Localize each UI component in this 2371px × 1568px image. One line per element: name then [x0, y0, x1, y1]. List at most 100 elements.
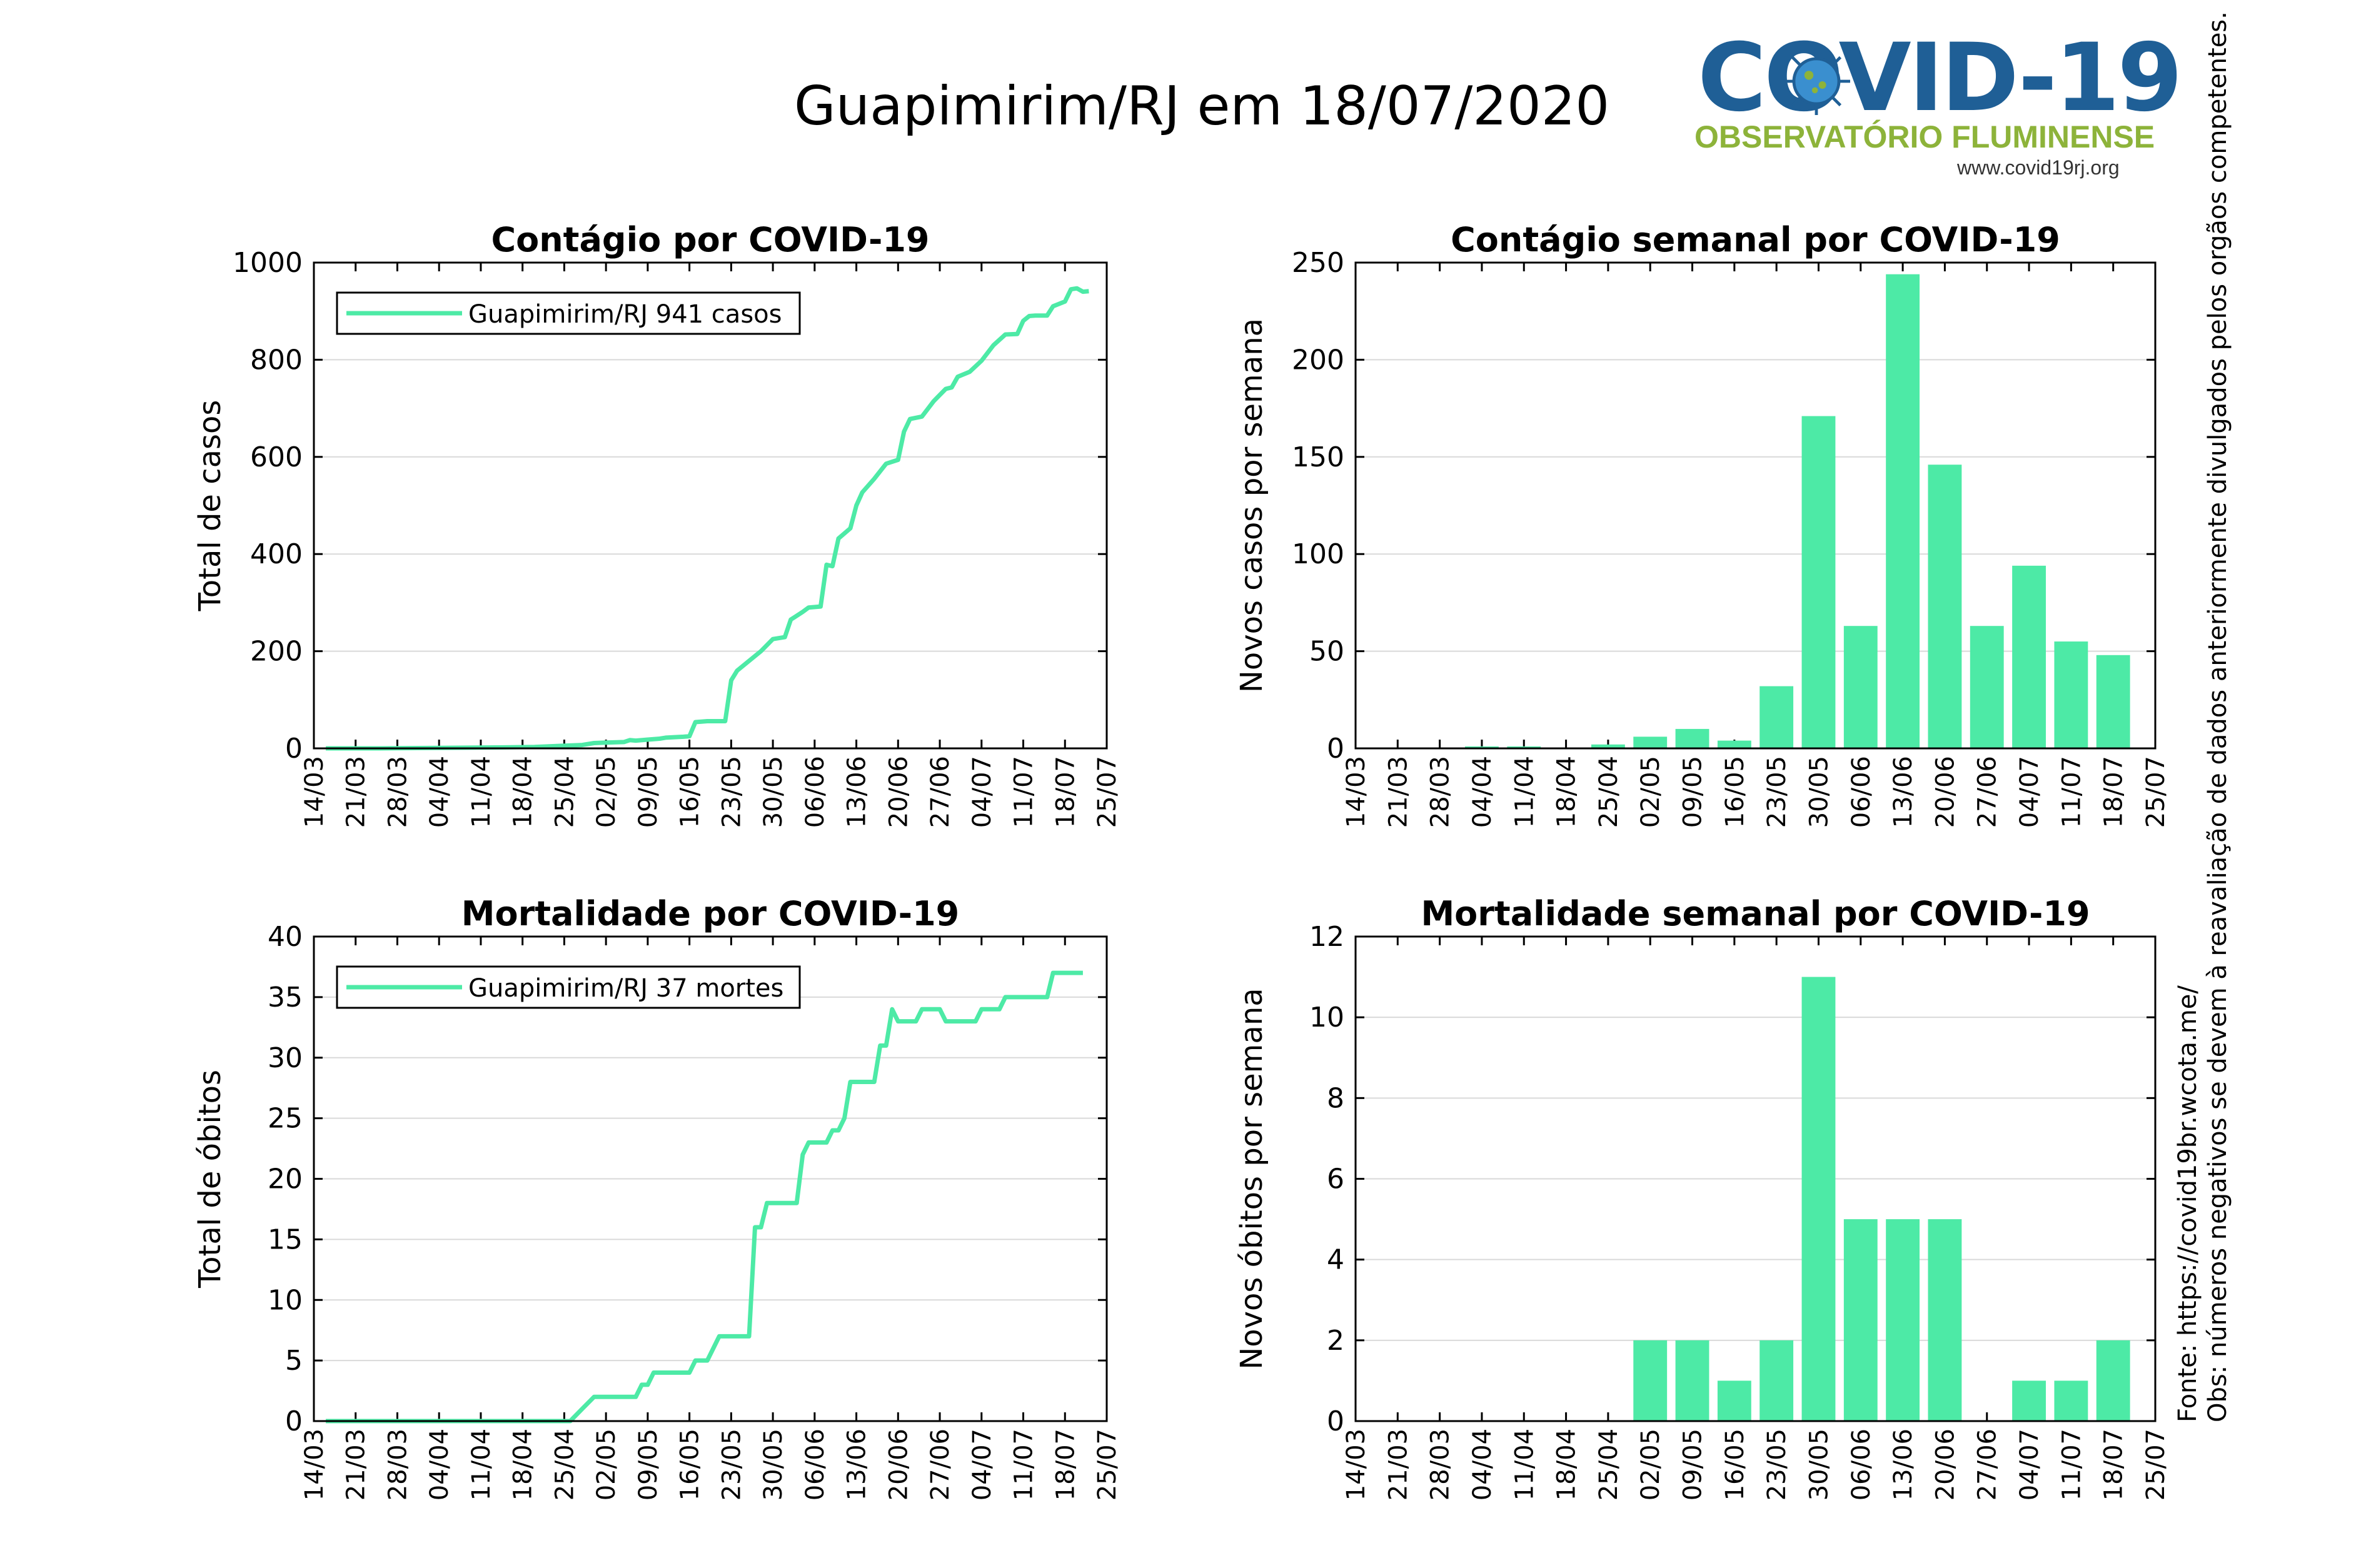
y-tick-label: 0	[285, 1405, 303, 1437]
bar	[1465, 746, 1499, 748]
x-tick-label: 30/05	[759, 756, 788, 828]
x-tick-label: 18/04	[509, 756, 538, 828]
bar	[1507, 746, 1541, 748]
y-tick-label: 50	[1309, 636, 1344, 668]
y-tick-label: 6	[1327, 1163, 1344, 1195]
x-tick-label: 18/07	[1051, 1429, 1080, 1500]
bar	[2012, 565, 2046, 748]
x-tick-label: 27/06	[1973, 1429, 2002, 1500]
x-tick-label: 06/06	[1847, 1429, 1876, 1500]
x-tick-label: 13/06	[1889, 1429, 1918, 1500]
bar	[1843, 1219, 1878, 1421]
x-tick-label: 04/07	[968, 1429, 997, 1500]
x-tick-label: 28/03	[1426, 1429, 1455, 1500]
bar	[1886, 274, 1920, 748]
cases-weekly-chart: 0 50 100 150 200 250 14/03 21/03 28/03 04/04 11/04…	[1234, 220, 2170, 828]
x-tick-label: 02/05	[592, 756, 621, 828]
x-tick-label: 16/05	[1721, 756, 1749, 828]
x-tick-label: 28/03	[383, 1429, 412, 1500]
x-tick-label: 11/04	[1510, 1429, 1539, 1500]
plot-frame	[313, 935, 1108, 1422]
series-line	[326, 286, 1089, 751]
x-tick-label: 06/06	[1847, 756, 1876, 828]
x-tick-label: 25/07	[1093, 756, 1122, 828]
x-tick-label: 06/06	[801, 756, 830, 828]
bar	[1591, 744, 1625, 748]
x-tick-label: 18/07	[2100, 1429, 2128, 1500]
x-tick-label: 16/05	[676, 1429, 705, 1500]
plot-frame	[313, 261, 1108, 750]
y-tick-label: 150	[1292, 441, 1344, 473]
x-tick-label: 04/07	[968, 756, 997, 828]
y-tick-label: 35	[268, 982, 303, 1013]
x-tick-label: 09/05	[1679, 1429, 1708, 1500]
y-tick-label: 600	[250, 441, 303, 473]
y-tick-label: 15	[268, 1224, 303, 1255]
bar	[1801, 416, 1836, 748]
x-tick-label: 25/04	[550, 756, 579, 828]
x-tick-label: 20/06	[1931, 1429, 1960, 1500]
x-tick-label: 18/04	[1553, 756, 1581, 828]
x-tick-label: 09/05	[634, 1429, 663, 1500]
bar	[1886, 1219, 1920, 1421]
x-tick-label: 11/07	[1010, 756, 1039, 828]
x-tick-label: 20/06	[884, 1429, 913, 1500]
x-tick-label: 27/06	[1973, 756, 2002, 828]
page-title: Guapimirim/RJ em 18/07/2020	[794, 75, 1610, 138]
y-tick-label: 5	[285, 1345, 303, 1377]
x-tick-label: 28/03	[383, 756, 412, 828]
x-tick-label: 30/05	[1805, 756, 1833, 828]
plot-frame	[1354, 935, 2157, 1422]
x-tick-label: 11/04	[467, 1429, 496, 1500]
y-axis-label: Total de casos	[193, 400, 228, 612]
y-tick-label: 800	[250, 344, 303, 376]
y-tick-label: 12	[1309, 921, 1344, 953]
bar	[1675, 728, 1709, 748]
x-tick-label: 02/05	[1636, 756, 1665, 828]
x-tick-label: 20/06	[884, 756, 913, 828]
x-tick-label: 14/03	[1342, 1429, 1371, 1500]
x-tick-label: 23/05	[717, 756, 746, 828]
x-tick-label: 18/07	[1051, 756, 1080, 828]
x-tick-label: 21/03	[1384, 1429, 1412, 1500]
bar	[1801, 977, 1836, 1421]
x-tick-label: 11/07	[2057, 1429, 2086, 1500]
x-tick-label: 16/05	[676, 756, 705, 828]
bar	[2096, 1340, 2130, 1421]
y-tick-label: 2	[1327, 1325, 1344, 1357]
y-tick-label: 100	[1292, 538, 1344, 570]
x-tick-label: 14/03	[1342, 756, 1371, 828]
y-tick-label: 0	[285, 733, 303, 765]
legend-label: Guapimirim/RJ 941 casos	[468, 300, 782, 329]
y-axis-label: Novos óbitos por semana	[1234, 988, 1269, 1369]
bar	[1633, 736, 1668, 748]
bar	[2054, 1380, 2088, 1421]
x-tick-label: 27/06	[926, 1429, 955, 1500]
bar	[1717, 740, 1751, 748]
x-tick-label: 30/05	[1805, 1429, 1833, 1500]
x-tick-label: 09/05	[1679, 756, 1708, 828]
y-tick-label: 10	[1309, 1002, 1344, 1033]
logo-wordmark: COVID-19	[1698, 24, 2183, 133]
y-tick-label: 8	[1327, 1082, 1344, 1114]
x-tick-label: 21/03	[1384, 756, 1412, 828]
bar	[1759, 1340, 1794, 1421]
y-tick-label: 20	[268, 1163, 303, 1195]
x-tick-label: 02/05	[1636, 1429, 1665, 1500]
bar	[1928, 1219, 1962, 1421]
x-tick-label: 25/07	[2142, 1429, 2170, 1500]
y-tick-label: 0	[1327, 733, 1344, 765]
x-tick-label: 21/03	[342, 756, 371, 828]
bar	[1970, 626, 2004, 748]
virus-icon	[1783, 48, 1850, 115]
plot-frame	[1354, 261, 2157, 750]
logo-subtitle: OBSERVATÓRIO FLUMINENSE	[1694, 119, 2155, 154]
y-axis-label: Novos casos por semana	[1234, 318, 1269, 693]
chart-title: Mortalidade semanal por COVID-19	[1421, 894, 2090, 933]
x-tick-label: 18/04	[509, 1429, 538, 1500]
bar	[2054, 641, 2088, 748]
y-tick-label: 1000	[233, 247, 303, 279]
x-tick-label: 02/05	[592, 1429, 621, 1500]
bar	[1843, 626, 1878, 748]
